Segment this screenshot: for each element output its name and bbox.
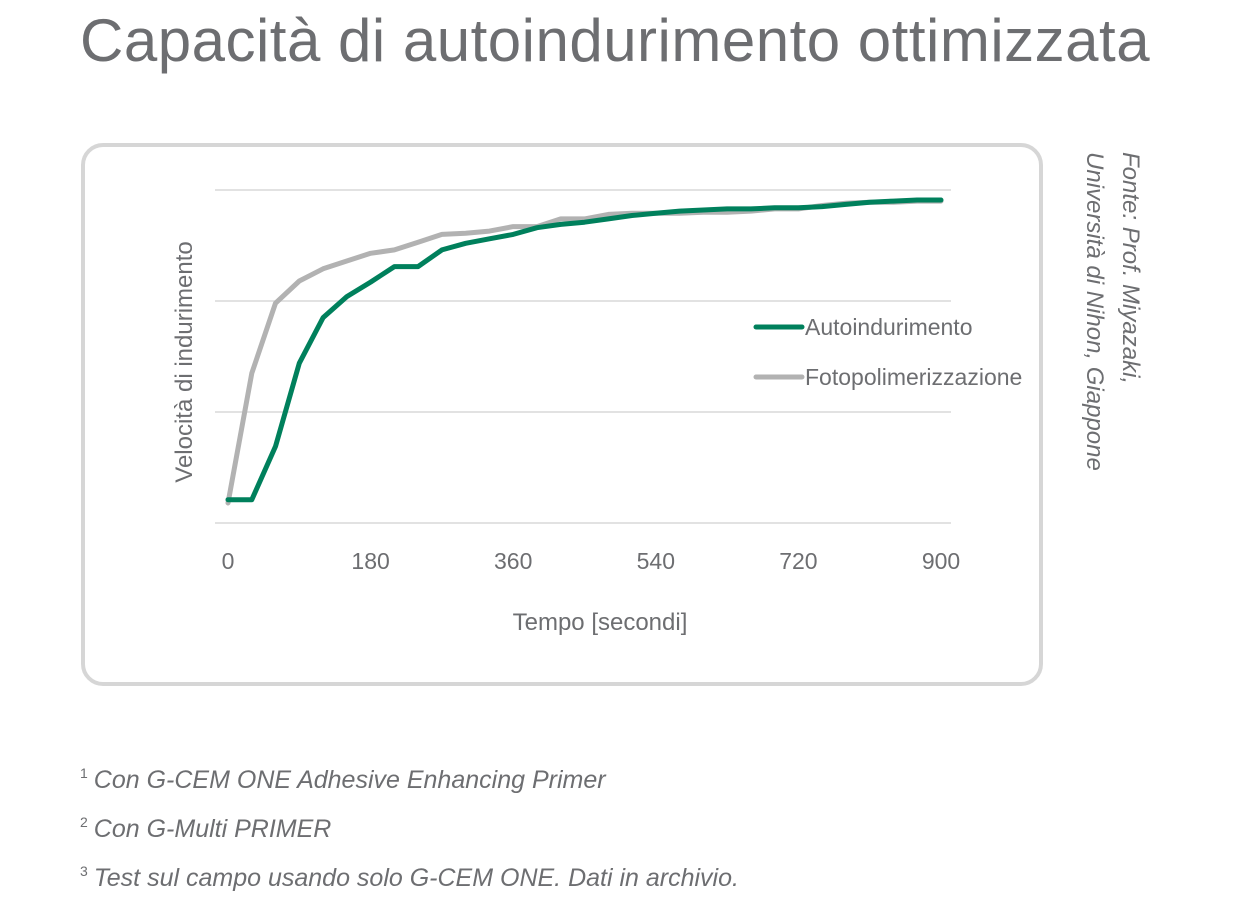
x-tick-label-5: 900 xyxy=(922,548,960,574)
x-tick-label-2: 360 xyxy=(494,548,532,574)
gridlines xyxy=(215,189,951,524)
source-line-2: Università di Nihon, Giappone xyxy=(1081,152,1108,471)
footnote-text: Con G-CEM ONE Adhesive Enhancing Primer xyxy=(93,766,606,794)
footnote-3: 3 Test sul campo usando solo G-CEM ONE. D… xyxy=(80,850,739,899)
source-attribution: Fonte: Prof. Miyazaki, Università di Nih… xyxy=(1068,152,1148,562)
x-tick-label-0: 0 xyxy=(222,548,235,574)
source-line-1: Fonte: Prof. Miyazaki, xyxy=(1117,152,1144,385)
x-tick-label-4: 720 xyxy=(779,548,817,574)
footnote-text: Test sul campo usando solo G-CEM ONE. Da… xyxy=(93,864,739,892)
series-lines xyxy=(225,197,944,506)
footnote-2: 2 Con G-Multi PRIMER xyxy=(80,801,739,850)
footnotes: 1 Con G-CEM ONE Adhesive Enhancing Primer… xyxy=(80,752,739,899)
footnote-marker: 2 xyxy=(80,814,88,830)
x-tick-label-1: 180 xyxy=(351,548,389,574)
series-line-autoindurimento xyxy=(225,197,944,503)
footnote-1: 1 Con G-CEM ONE Adhesive Enhancing Primer xyxy=(80,752,739,801)
y-axis-label: Velocità di indurimento xyxy=(171,241,198,482)
page-title: Capacità di autoindurimento ottimizzata xyxy=(80,7,1151,74)
line-chart: 0 180 360 540 720 900 Tempo [secondi] Velocit… xyxy=(171,189,1022,636)
chart-frame: 0 180 360 540 720 900 Tempo [secondi] Velocit… xyxy=(81,143,1043,686)
footnote-marker: 3 xyxy=(80,863,88,879)
x-tick-labels: 0 180 360 540 720 900 xyxy=(222,548,961,574)
footnote-marker: 1 xyxy=(80,765,88,781)
legend-label-0: Autoindurimento xyxy=(805,314,973,340)
footnote-text: Con G-Multi PRIMER xyxy=(93,815,332,843)
x-tick-label-3: 540 xyxy=(637,548,675,574)
legend-label-1: Fotopolimerizzazione xyxy=(805,364,1022,390)
legend: Autoindurimento Fotopolimerizzazione xyxy=(753,314,1022,390)
series-line-fotopolimerizzazione xyxy=(225,198,944,506)
x-axis-label: Tempo [secondi] xyxy=(513,609,688,636)
